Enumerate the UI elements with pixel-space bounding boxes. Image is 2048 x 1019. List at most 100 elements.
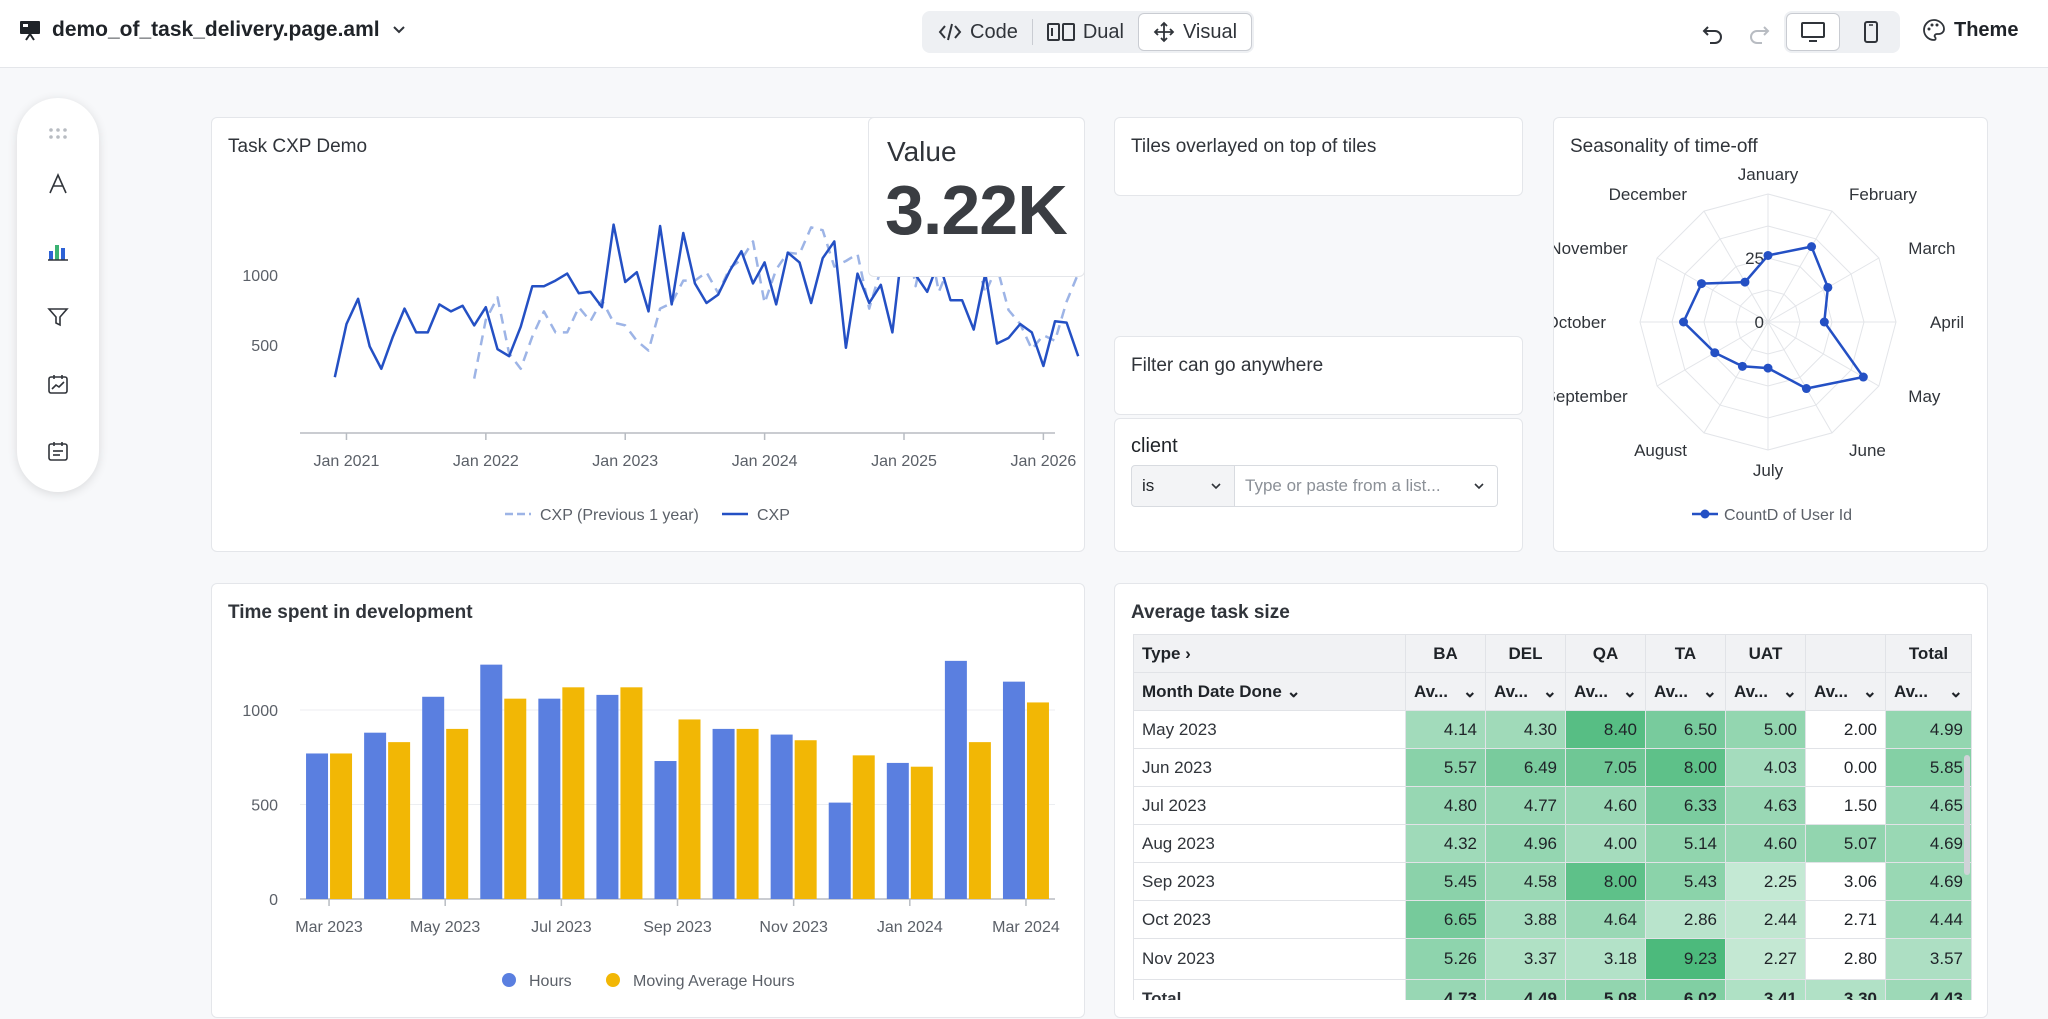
table-cell[interactable]: 3.06 xyxy=(1805,862,1886,901)
mobile-preview-button[interactable] xyxy=(1844,13,1898,51)
table-cell[interactable]: 5.45 xyxy=(1405,862,1486,901)
table-cell[interactable]: 5.85 xyxy=(1885,748,1972,787)
file-selector[interactable]: demo_of_task_delivery.page.aml xyxy=(18,18,408,42)
table-cell[interactable]: 5.14 xyxy=(1645,824,1726,863)
table-cell[interactable]: 4.73 xyxy=(1405,979,1486,1000)
pivot-column-dimension[interactable]: Type › xyxy=(1133,634,1406,673)
table-cell[interactable]: 3.88 xyxy=(1485,900,1566,939)
mode-code-button[interactable]: Code xyxy=(924,13,1032,51)
drag-handle[interactable] xyxy=(38,114,78,154)
tile-filter-text[interactable]: Filter can go anywhere xyxy=(1114,336,1523,415)
table-cell[interactable]: 5.07 xyxy=(1805,824,1886,863)
table-cell[interactable]: 4.80 xyxy=(1405,786,1486,825)
pivot-measure-header[interactable]: Av... ⌄ xyxy=(1565,672,1646,711)
pivot-measure-header[interactable]: Av... ⌄ xyxy=(1405,672,1486,711)
tile-overlay-text[interactable]: Tiles overlayed on top of tiles xyxy=(1114,117,1523,196)
table-cell[interactable]: 4.44 xyxy=(1885,900,1972,939)
table-cell[interactable]: 4.30 xyxy=(1485,710,1566,749)
table-cell[interactable]: 4.65 xyxy=(1885,786,1972,825)
table-cell[interactable]: 2.27 xyxy=(1725,938,1806,980)
table-cell[interactable]: 9.23 xyxy=(1645,938,1726,980)
add-chart-button[interactable] xyxy=(38,231,78,271)
table-cell[interactable]: 7.05 xyxy=(1565,748,1646,787)
pivot-row-dimension[interactable]: Month Date Done ⌄ xyxy=(1133,672,1406,711)
table-cell[interactable]: 5.08 xyxy=(1565,979,1646,1000)
table-cell[interactable]: 6.02 xyxy=(1645,979,1726,1000)
table-cell[interactable]: 4.69 xyxy=(1885,862,1972,901)
table-cell[interactable]: 2.00 xyxy=(1805,710,1886,749)
pivot-col-header[interactable]: UAT xyxy=(1725,634,1806,673)
table-cell[interactable]: 2.44 xyxy=(1725,900,1806,939)
table-cell[interactable]: 6.65 xyxy=(1405,900,1486,939)
table-cell[interactable]: 4.60 xyxy=(1725,824,1806,863)
table-cell[interactable]: 2.80 xyxy=(1805,938,1886,980)
pivot-col-header[interactable]: DEL xyxy=(1485,634,1566,673)
undo-button[interactable] xyxy=(1693,14,1733,54)
desktop-preview-button[interactable] xyxy=(1786,13,1840,51)
table-cell[interactable]: 5.57 xyxy=(1405,748,1486,787)
theme-button[interactable]: Theme xyxy=(1922,18,2018,42)
add-filter-button[interactable] xyxy=(38,297,78,337)
table-cell[interactable]: 4.49 xyxy=(1485,979,1566,1000)
table-cell[interactable]: 3.30 xyxy=(1805,979,1886,1000)
table-cell[interactable]: 5.00 xyxy=(1725,710,1806,749)
table-cell[interactable]: 2.25 xyxy=(1725,862,1806,901)
table-cell[interactable]: 1.50 xyxy=(1805,786,1886,825)
table-cell[interactable]: 4.69 xyxy=(1885,824,1972,863)
table-cell[interactable]: 6.49 xyxy=(1485,748,1566,787)
table-cell[interactable]: 4.64 xyxy=(1565,900,1646,939)
table-scrollbar[interactable] xyxy=(1964,755,1970,875)
table-cell[interactable]: 5.26 xyxy=(1405,938,1486,980)
table-cell[interactable]: 5.43 xyxy=(1645,862,1726,901)
table-cell[interactable]: 4.63 xyxy=(1725,786,1806,825)
table-cell[interactable]: 6.33 xyxy=(1645,786,1726,825)
table-cell[interactable]: 4.03 xyxy=(1725,748,1806,787)
add-date-chart-button[interactable] xyxy=(38,364,78,404)
table-cell[interactable]: 4.32 xyxy=(1405,824,1486,863)
table-cell[interactable]: 4.14 xyxy=(1405,710,1486,749)
pivot-measure-header[interactable]: Av... ⌄ xyxy=(1805,672,1886,711)
table-cell[interactable]: 4.77 xyxy=(1485,786,1566,825)
filter-operator-select[interactable]: is xyxy=(1131,465,1235,507)
redo-button[interactable] xyxy=(1739,14,1779,54)
table-cell[interactable]: 0.00 xyxy=(1805,748,1886,787)
table-cell[interactable]: 4.99 xyxy=(1885,710,1972,749)
table-cell[interactable]: 4.60 xyxy=(1565,786,1646,825)
pivot-col-header[interactable]: QA xyxy=(1565,634,1646,673)
pivot-measure-header[interactable]: Av... ⌄ xyxy=(1725,672,1806,711)
add-text-button[interactable] xyxy=(38,164,78,204)
table-cell[interactable]: 8.00 xyxy=(1565,862,1646,901)
x-tick-label: Jan 2021 xyxy=(314,453,380,470)
filter-value-input[interactable]: Type or paste from a list... xyxy=(1234,465,1498,507)
radar-point xyxy=(1710,348,1720,358)
mode-dual-button[interactable]: Dual xyxy=(1033,13,1138,51)
table-cell[interactable]: 4.58 xyxy=(1485,862,1566,901)
table-cell[interactable]: 3.57 xyxy=(1885,938,1972,980)
measure-label: Av... xyxy=(1814,681,1849,701)
table-cell[interactable]: 4.96 xyxy=(1485,824,1566,863)
pivot-col-header[interactable]: BA xyxy=(1405,634,1486,673)
table-cell[interactable]: 6.50 xyxy=(1645,710,1726,749)
pivot-measure-header[interactable]: Av... ⌄ xyxy=(1645,672,1726,711)
table-cell[interactable]: 3.41 xyxy=(1725,979,1806,1000)
add-date-filter-button[interactable] xyxy=(38,431,78,471)
tile-seasonality-radar[interactable]: Seasonality of time-off xyxy=(1553,117,1988,552)
table-cell[interactable]: 4.00 xyxy=(1565,824,1646,863)
mode-visual-button[interactable]: Visual xyxy=(1137,13,1253,51)
table-cell[interactable]: 8.40 xyxy=(1565,710,1646,749)
table-cell[interactable]: 2.86 xyxy=(1645,900,1726,939)
tile-time-in-development[interactable]: Time spent in development xyxy=(211,583,1085,1018)
pivot-measure-header[interactable]: Av... ⌄ xyxy=(1485,672,1566,711)
pivot-col-header[interactable]: TA xyxy=(1645,634,1726,673)
table-cell[interactable]: 4.43 xyxy=(1885,979,1972,1000)
chevron-down-icon[interactable] xyxy=(390,21,408,39)
table-cell[interactable]: 8.00 xyxy=(1645,748,1726,787)
table-cell[interactable]: 3.18 xyxy=(1565,938,1646,980)
pivot-measure-header[interactable]: Av... ⌄ xyxy=(1885,672,1972,711)
radar-spoke xyxy=(1703,210,1769,323)
table-cell[interactable]: 3.37 xyxy=(1485,938,1566,980)
pivot-col-header[interactable] xyxy=(1805,634,1886,673)
pivot-col-header[interactable]: Total xyxy=(1885,634,1972,673)
tile-value-kpi[interactable]: Value 3.22K xyxy=(868,117,1085,277)
table-cell[interactable]: 2.71 xyxy=(1805,900,1886,939)
